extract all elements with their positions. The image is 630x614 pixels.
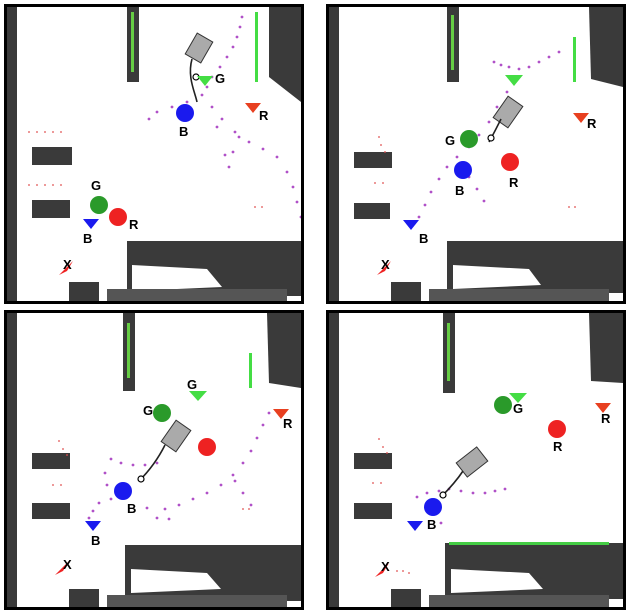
start-marker-label: X bbox=[63, 557, 72, 572]
blue-goal-marker bbox=[83, 219, 99, 229]
red-ball bbox=[548, 420, 566, 438]
green-ball bbox=[90, 196, 108, 214]
start-marker-label: X bbox=[381, 257, 390, 272]
green-ball bbox=[460, 130, 478, 148]
green-ball-label: G bbox=[143, 403, 153, 418]
red-goal-label: R bbox=[283, 416, 293, 431]
red-goal-label: R bbox=[259, 108, 269, 123]
robot bbox=[185, 33, 213, 102]
blue-goal-marker bbox=[403, 220, 419, 230]
map-panel-1: B G R G R B X bbox=[4, 4, 304, 304]
red-goal-label: R bbox=[601, 411, 611, 426]
green-goal-marker bbox=[505, 75, 523, 86]
blue-goal-marker bbox=[407, 521, 423, 531]
green-ball bbox=[153, 404, 171, 422]
blue-ball bbox=[454, 161, 472, 179]
start-marker-label: X bbox=[63, 257, 72, 272]
red-ball bbox=[198, 438, 216, 456]
blue-ball-label: B bbox=[455, 183, 464, 198]
blue-goal-marker bbox=[85, 521, 101, 531]
start-marker-label: X bbox=[381, 559, 390, 574]
occupancy-map bbox=[7, 7, 301, 301]
green-ball-label: G bbox=[513, 401, 523, 416]
red-ball-label: R bbox=[553, 439, 563, 454]
blue-ball-label: B bbox=[179, 124, 188, 139]
red-ball bbox=[109, 208, 127, 226]
occupancy-map bbox=[329, 7, 623, 301]
red-ball bbox=[501, 153, 519, 171]
green-goal-marker bbox=[189, 391, 207, 401]
planned-path bbox=[418, 51, 561, 219]
robot bbox=[138, 420, 191, 482]
blue-ball-label: B bbox=[127, 501, 136, 516]
red-ball-label: R bbox=[129, 217, 139, 232]
blue-ball bbox=[424, 498, 442, 516]
blue-goal-label: B bbox=[83, 231, 92, 246]
blue-ball bbox=[114, 482, 132, 500]
red-scan-points bbox=[52, 440, 250, 510]
green-goal-marker bbox=[197, 76, 213, 86]
green-ball bbox=[494, 396, 512, 414]
red-ball-label: R bbox=[509, 175, 519, 190]
robot bbox=[440, 447, 488, 498]
green-goal-label: G bbox=[215, 71, 225, 86]
blue-goal-label: B bbox=[91, 533, 100, 548]
occupancy-map bbox=[7, 313, 301, 607]
red-goal-label: R bbox=[587, 116, 597, 131]
green-goal-label: G bbox=[187, 377, 197, 392]
red-scan-points bbox=[28, 131, 263, 208]
map-panel-4: R G R B X bbox=[326, 310, 626, 610]
blue-ball-label: B bbox=[427, 517, 436, 532]
red-scan-points bbox=[374, 136, 576, 208]
blue-goal-label: B bbox=[419, 231, 428, 246]
map-panel-3: G R G B B X bbox=[4, 310, 304, 610]
map-panel-2: R G B R B X bbox=[326, 4, 626, 304]
green-ball-label: G bbox=[91, 178, 101, 193]
blue-ball bbox=[176, 104, 194, 122]
green-ball-label: G bbox=[445, 133, 455, 148]
robot bbox=[488, 96, 523, 142]
